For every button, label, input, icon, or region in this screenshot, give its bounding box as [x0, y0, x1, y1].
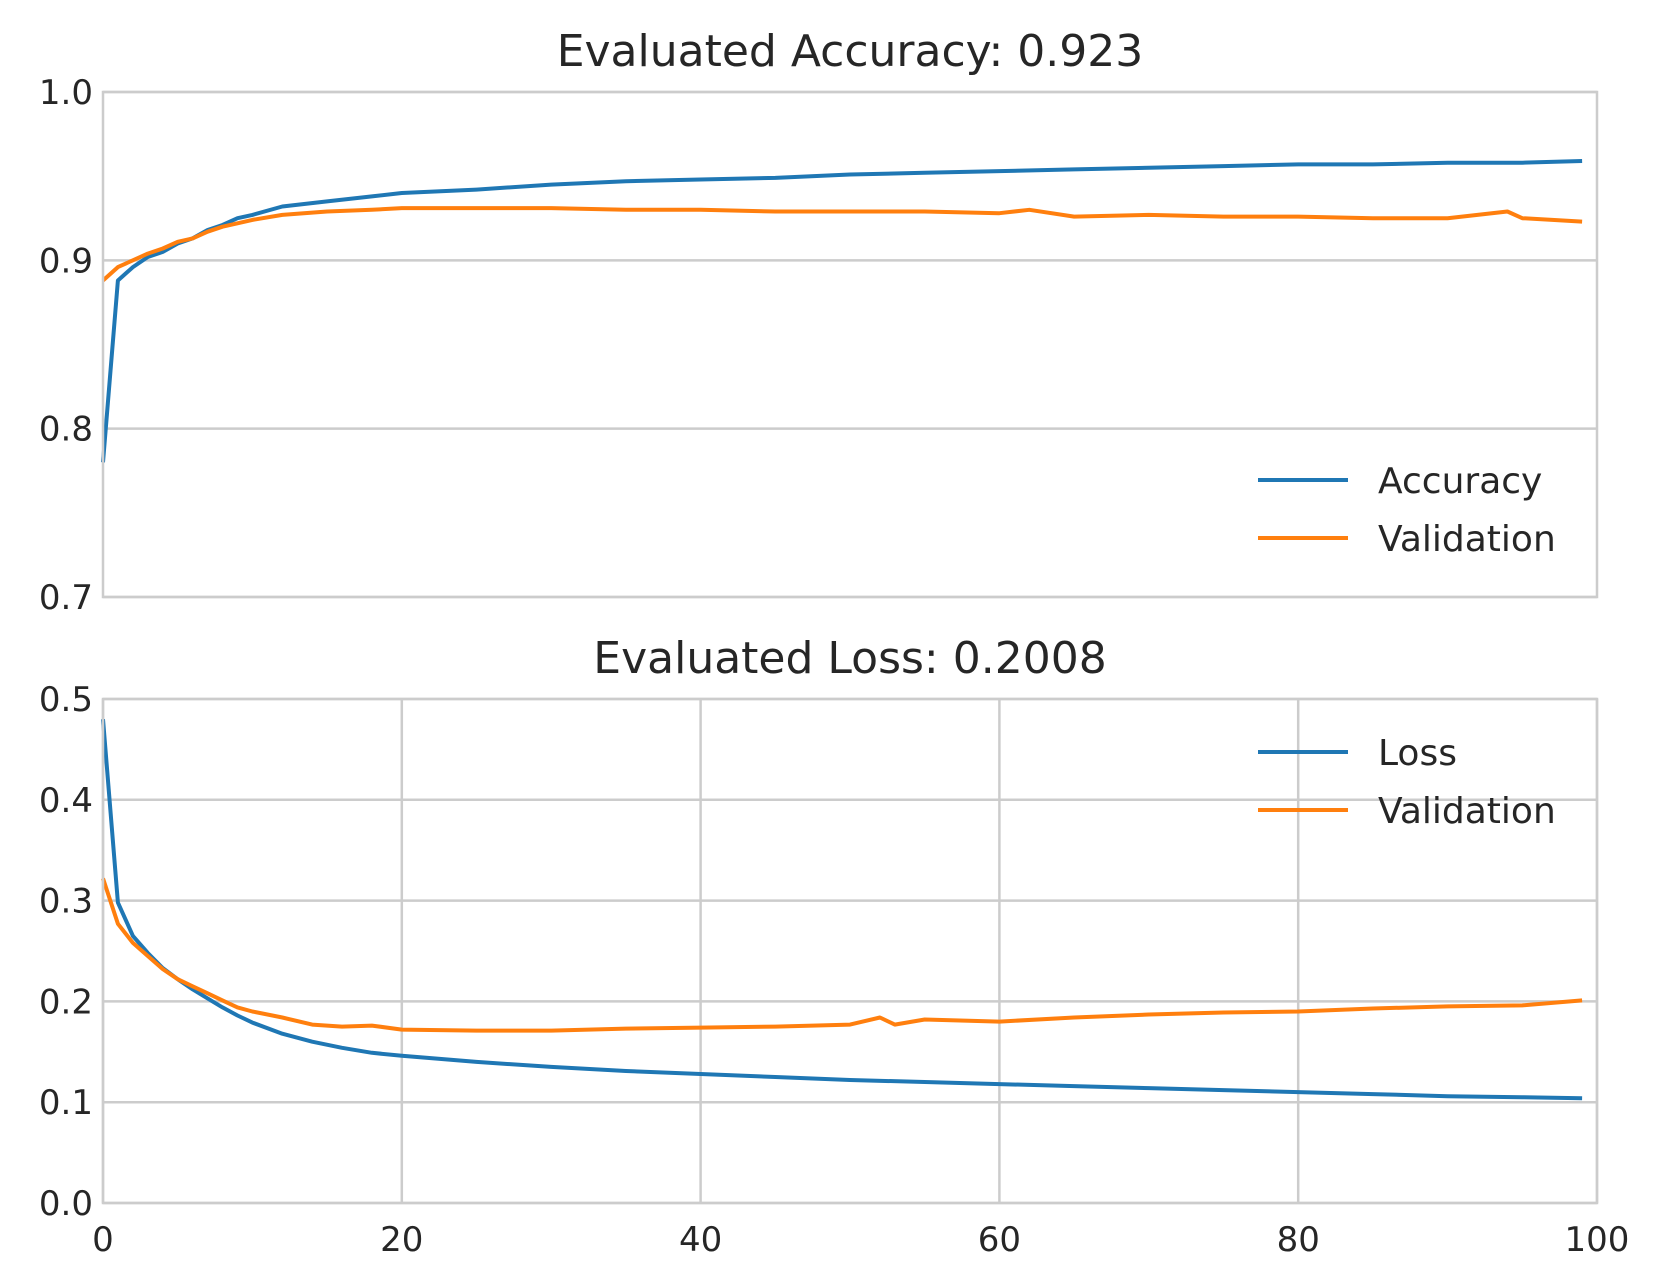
- loss-legend: Loss Validation: [1258, 733, 1556, 832]
- accuracy-chart-title: Evaluated Accuracy: 0.923: [557, 26, 1144, 77]
- accuracy-series-validation-line: [101, 206, 1583, 282]
- loss-chart: 0.0 0.1 0.2 0.3 0.4 0.5 0 20 40 60 80 100 Evaluated…: [39, 633, 1630, 1260]
- accuracy-chart: 0.7 0.8 0.9 1.0 Evaluated Accuracy: 0.923 A…: [39, 26, 1599, 618]
- accuracy-legend-label: Validation: [1378, 519, 1556, 560]
- loss-xtick-label: 20: [380, 1220, 423, 1260]
- loss-series-loss-line: [101, 719, 1583, 1101]
- loss-legend-label: Loss: [1378, 733, 1457, 774]
- loss-plot-frame: [101, 697, 1599, 1205]
- loss-xtick-label: 0: [92, 1220, 114, 1260]
- accuracy-ytick-label: 0.9: [39, 241, 93, 281]
- loss-legend-label: Validation: [1378, 791, 1556, 832]
- loss-ytick-label: 0.3: [39, 882, 93, 922]
- loss-ytick-label: 0.2: [39, 982, 93, 1022]
- accuracy-plot-frame: [101, 90, 1599, 599]
- accuracy-series-accuracy-line: [101, 159, 1583, 463]
- accuracy-ytick-label: 0.8: [39, 410, 93, 450]
- loss-chart-title: Evaluated Loss: 0.2008: [593, 633, 1106, 684]
- loss-ytick-label: 0.4: [39, 781, 93, 821]
- loss-xtick-label: 60: [978, 1220, 1021, 1260]
- loss-xtick-label: 100: [1565, 1220, 1630, 1260]
- accuracy-ytick-label: 0.7: [39, 578, 93, 618]
- accuracy-legend-label: Accuracy: [1378, 461, 1542, 502]
- loss-ytick-label: 0.5: [39, 680, 93, 720]
- loss-ytick-label: 0.0: [39, 1184, 93, 1224]
- loss-xtick-label: 40: [679, 1220, 722, 1260]
- accuracy-legend: Accuracy Validation: [1258, 461, 1556, 560]
- accuracy-ytick-label: 1.0: [39, 73, 93, 113]
- loss-xtick-label: 80: [1277, 1220, 1320, 1260]
- loss-series-validation-line: [101, 877, 1583, 1033]
- loss-ytick-label: 0.1: [39, 1083, 93, 1123]
